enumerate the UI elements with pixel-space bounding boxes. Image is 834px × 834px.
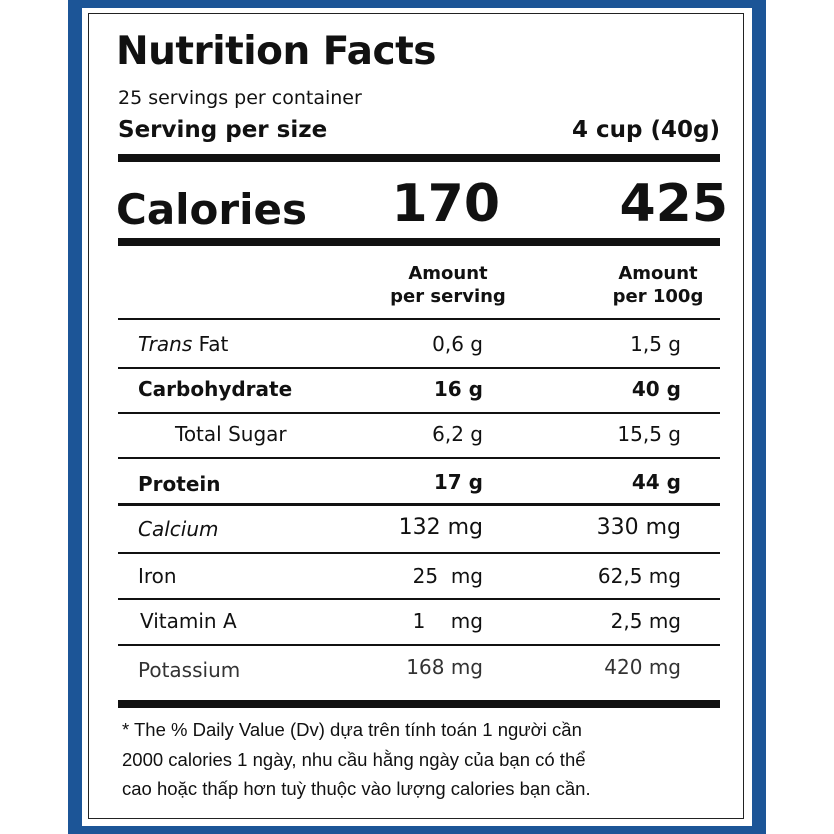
per-serving: 25 mg [412,564,483,588]
per-serving: 16 g [433,377,483,401]
per-100g: 330 mg [596,515,681,540]
rule [118,318,720,320]
rule [118,367,720,369]
header-line: per 100g [612,286,704,307]
per-100g: 420 mg [604,655,681,679]
rule [118,598,720,600]
row-label: Carbohydrate [138,377,293,401]
per-100g: 1,5 g [630,332,681,356]
row-label: Trans Fat [138,334,228,354]
servings: 25 servings per container [118,87,362,109]
per-serving: 168 mg [406,655,483,679]
per-100g: 62,5 mg [597,564,681,588]
panel-border [88,13,744,819]
title: Nutrition Facts [116,29,436,74]
footnote-line: cao hoặc thấp hơn tuỳ thuộc vào lượng ca… [122,778,591,799]
row-label: Calcium [138,517,219,541]
row-label: Iron [138,564,177,588]
header-line: Amount [408,263,488,284]
row-label: Total Sugar [175,422,287,446]
rule [118,154,720,162]
column-header: Amount per serving [368,262,528,308]
header-line: Amount [618,263,698,284]
label-italic: Trans [138,332,193,356]
per-serving: 6,2 g [432,422,483,446]
footnote-line: * The % Daily Value (Dv) dựa trên tính t… [122,719,582,740]
per-serving: 1 mg [412,609,483,633]
calories-label: Calories [116,185,308,234]
rule [118,552,720,554]
calories-per-100g: 425 [619,174,728,234]
white-panel [82,8,752,826]
per-100g: 15,5 g [617,422,681,446]
rule [118,412,720,414]
per-100g: 2,5 mg [610,609,681,633]
calories-per-serving: 170 [391,174,500,234]
row-label: Protein [138,472,221,496]
row-label: Vitamin A [140,609,237,633]
header-line: per serving [390,286,506,307]
rule [118,700,720,708]
serving-size-value: 4 cup (40g) [572,117,720,143]
per-100g: 44 g [631,470,681,494]
per-100g: 40 g [631,377,681,401]
per-serving: 17 g [433,470,483,494]
per-serving: 0,6 g [432,332,483,356]
per-serving: 132 mg [398,515,483,540]
column-header: Amount per 100g [578,262,738,308]
footnote-line: 2000 calories 1 ngày, nhu cầu hằng ngày … [122,749,586,770]
serving-size-label: Serving per size [118,117,328,143]
rule [118,457,720,459]
row-label: Potassium [138,658,241,682]
rule [118,503,720,506]
rule [118,644,720,646]
label-text: Fat [198,332,229,356]
rule [118,238,720,246]
